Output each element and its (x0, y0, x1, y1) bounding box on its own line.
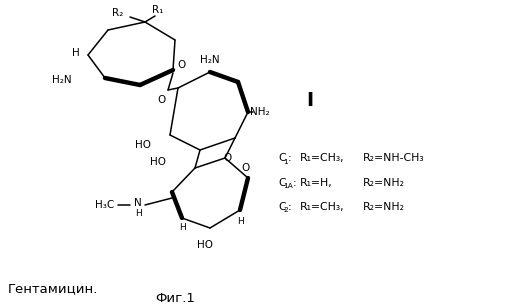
Text: H₂N: H₂N (52, 75, 72, 85)
Text: NH₂: NH₂ (250, 107, 270, 117)
Text: H: H (179, 223, 185, 233)
Text: 2: 2 (284, 207, 288, 214)
Text: R₂=NH₂: R₂=NH₂ (363, 202, 405, 212)
Text: R₁=H,: R₁=H, (300, 178, 333, 188)
Text: Фиг.1: Фиг.1 (155, 292, 195, 304)
Text: 1: 1 (284, 159, 288, 165)
Text: R₁=CH₃,: R₁=CH₃, (300, 153, 345, 163)
Text: R₁: R₁ (152, 5, 164, 15)
Text: :: : (288, 202, 292, 212)
Text: H: H (237, 218, 243, 226)
Text: 1A: 1A (284, 184, 293, 189)
Text: H: H (72, 48, 80, 58)
Text: :: : (288, 153, 292, 163)
Text: O: O (224, 153, 232, 163)
Text: HO: HO (150, 157, 166, 167)
Text: C: C (278, 153, 286, 163)
Text: H: H (135, 210, 141, 218)
Text: HO: HO (135, 140, 151, 150)
Text: Гентамицин.: Гентамицин. (8, 282, 98, 296)
Text: R₂: R₂ (112, 8, 123, 18)
Text: H₃C: H₃C (95, 200, 115, 210)
Text: O: O (241, 163, 249, 173)
Text: O: O (158, 95, 166, 105)
Text: HO: HO (197, 240, 213, 250)
Text: H₂N: H₂N (200, 55, 220, 65)
Text: C: C (278, 202, 286, 212)
Text: O: O (178, 60, 186, 70)
Text: I: I (307, 91, 313, 110)
Text: C: C (278, 178, 286, 188)
Text: N: N (134, 198, 142, 208)
Text: R₂=NH-CH₃: R₂=NH-CH₃ (363, 153, 424, 163)
Text: R₁=CH₃,: R₁=CH₃, (300, 202, 345, 212)
Text: R₂=NH₂: R₂=NH₂ (363, 178, 405, 188)
Text: :: : (292, 178, 296, 188)
